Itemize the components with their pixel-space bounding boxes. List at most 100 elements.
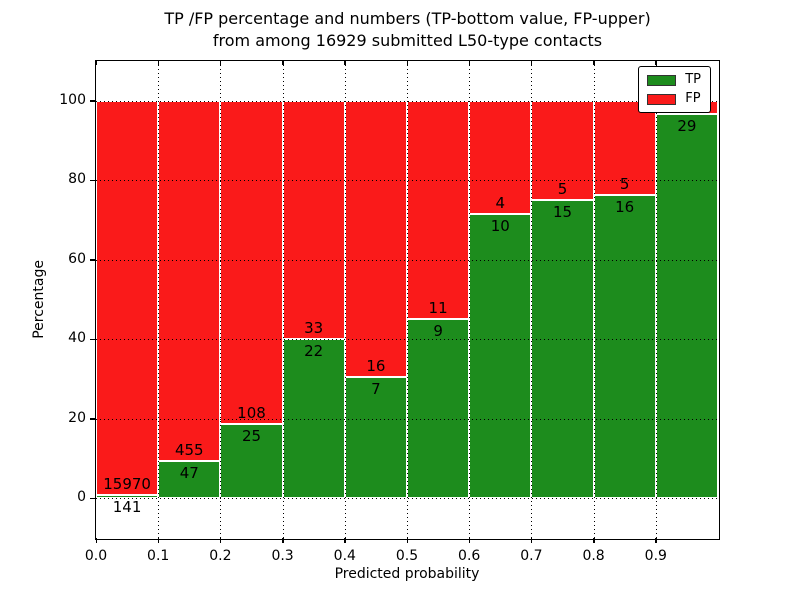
legend: TP FP xyxy=(638,66,711,113)
tp-count-label: 7 xyxy=(371,380,381,399)
x-tick-mark-top xyxy=(655,61,657,65)
bar-segment-tp xyxy=(407,319,470,499)
bar-segment-fp xyxy=(344,100,407,378)
x-tick-mark-top xyxy=(282,61,284,65)
x-tick-mark-top xyxy=(468,61,471,65)
chart-title-line-2: from among 16929 submitted L50-type cont… xyxy=(212,31,603,50)
fp-count-label: 5 xyxy=(619,175,630,194)
legend-item-tp: TP xyxy=(647,73,701,87)
bar-segment-fp xyxy=(407,100,470,320)
legend-item-fp: FP xyxy=(647,92,701,106)
x-tick-mark-top xyxy=(344,61,346,65)
x-tick-label: 0.0 xyxy=(84,548,108,564)
x-tick-mark-top xyxy=(406,61,408,65)
bar-segment-tp xyxy=(469,214,532,499)
plot-inner: 15970 141 455 47 108 25 33 22 16 7 11 9 4 10 5 15 5 16 29 … xyxy=(31,61,718,582)
bar-segment-tp xyxy=(344,377,407,499)
gridline-vertical xyxy=(469,61,471,538)
x-tick-mark xyxy=(593,538,595,543)
y-tick-label: 20 xyxy=(68,409,86,426)
tp-count-label: 47 xyxy=(179,464,199,483)
y-tick-mark xyxy=(89,100,95,102)
fp-count-label: 11 xyxy=(428,299,448,318)
y-tick-mark xyxy=(89,338,95,340)
x-tick-label: 0.4 xyxy=(333,548,356,564)
gridline-vertical xyxy=(282,61,284,538)
bar-segment-tp xyxy=(96,494,159,499)
gridline-horizontal xyxy=(96,100,718,102)
fp-count-label: 108 xyxy=(237,403,266,422)
bar-segment-tp xyxy=(220,423,283,499)
bar-segment-fp xyxy=(96,100,159,495)
chart-title: TP /FP percentage and numbers (TP-bottom… xyxy=(95,8,720,52)
y-tick-mark xyxy=(89,418,95,420)
x-tick-mark-top xyxy=(157,61,160,65)
x-tick-label: 0.1 xyxy=(147,548,170,564)
bar-segment-fp xyxy=(158,100,221,462)
x-tick-mark xyxy=(530,538,533,543)
y-tick-label: 80 xyxy=(68,171,86,188)
tp-count-label: 10 xyxy=(490,217,510,236)
plot-area: 15970 141 455 47 108 25 33 22 16 7 11 9 4 10 5 15 5 16 29 … xyxy=(31,60,720,582)
x-tick-label: 0.6 xyxy=(458,548,481,564)
x-tick-label: 0.9 xyxy=(644,548,667,564)
bar-segment-tp xyxy=(531,200,594,499)
x-tick-mark xyxy=(468,538,471,543)
gridline-horizontal xyxy=(96,259,718,261)
bar-segment-tp xyxy=(593,195,656,499)
tp-count-label: 15 xyxy=(552,203,573,222)
y-tick-label: 60 xyxy=(68,250,86,267)
x-tick-mark xyxy=(406,538,408,543)
gridline-vertical xyxy=(344,61,346,538)
fp-color-swatch xyxy=(647,93,677,105)
x-tick-mark xyxy=(344,538,346,543)
bar-segment-fp xyxy=(531,100,594,201)
x-tick-mark xyxy=(219,538,222,543)
gridline-vertical xyxy=(531,61,533,538)
x-tick-label: 0.2 xyxy=(209,548,232,564)
tp-count-label: 29 xyxy=(677,116,697,135)
bar-segment-fp xyxy=(220,100,283,424)
fp-count-label: 455 xyxy=(174,441,204,460)
fp-count-label: 15970 xyxy=(103,474,151,493)
y-tick-label: 0 xyxy=(77,489,86,506)
fp-count-label: 5 xyxy=(557,180,568,199)
gridline-horizontal xyxy=(96,339,718,341)
tp-count-label: 22 xyxy=(304,342,324,361)
x-tick-label: 0.3 xyxy=(271,548,294,564)
gridline-horizontal xyxy=(96,180,718,182)
x-tick-label: 0.5 xyxy=(395,548,419,564)
x-tick-mark-top xyxy=(219,61,222,65)
chart-title-line-1: TP /FP percentage and numbers (TP-bottom… xyxy=(164,9,651,28)
y-tick-label: 40 xyxy=(68,330,86,347)
y-tick-label: 100 xyxy=(59,91,86,108)
bar-segment-tp xyxy=(655,113,718,499)
y-tick-mark xyxy=(89,259,95,261)
y-axis-title: Percentage xyxy=(31,260,47,339)
bar-segment-fp xyxy=(469,100,532,215)
tp-count-label: 16 xyxy=(615,198,635,217)
gridline-horizontal xyxy=(96,498,718,500)
legend-label: TP xyxy=(685,72,701,87)
y-tick-mark xyxy=(89,179,95,181)
x-tick-mark xyxy=(282,538,284,543)
x-tick-mark xyxy=(157,538,160,543)
legend-label: FP xyxy=(685,91,701,106)
x-tick-mark xyxy=(95,538,97,543)
gridline-vertical xyxy=(220,61,222,538)
x-tick-mark-top xyxy=(95,61,97,65)
gridline-vertical xyxy=(407,61,408,538)
x-tick-label: 0.8 xyxy=(582,548,605,564)
x-tick-mark-top xyxy=(530,61,533,65)
gridline-horizontal xyxy=(96,418,718,420)
x-tick-mark-top xyxy=(593,61,595,65)
gridline-vertical xyxy=(158,61,160,538)
bar-segment-fp xyxy=(282,100,345,340)
x-tick-label: 0.7 xyxy=(520,548,543,564)
gridline-vertical xyxy=(593,61,595,538)
tp-count-label: 141 xyxy=(112,497,142,516)
bar-segment-fp xyxy=(593,100,656,196)
tp-count-label: 25 xyxy=(241,426,262,445)
gridline-vertical xyxy=(655,61,657,538)
